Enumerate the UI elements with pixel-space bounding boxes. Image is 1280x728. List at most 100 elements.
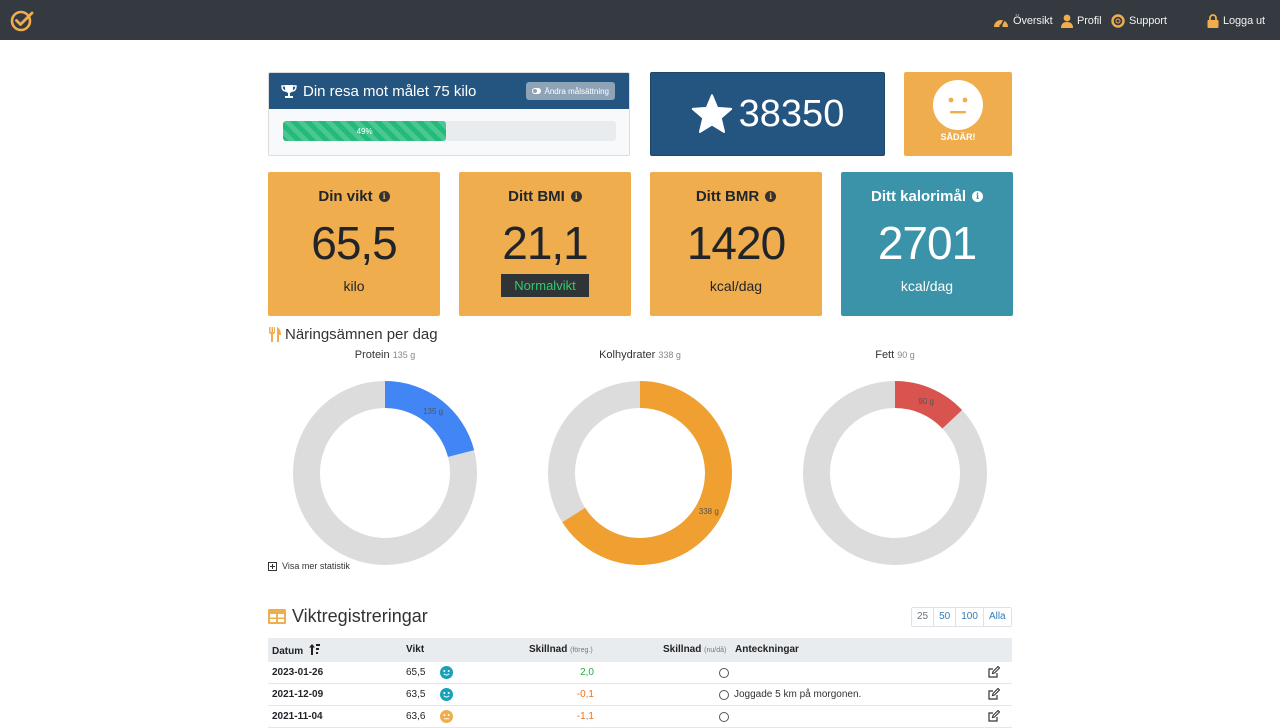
- weights-heading: Viktregistreringar: [268, 606, 428, 627]
- header-diff-now-small: (nu/då): [704, 647, 727, 654]
- page-size-100[interactable]: 100: [955, 608, 983, 626]
- nav-support[interactable]: Support: [1111, 12, 1167, 30]
- info-icon[interactable]: i: [378, 191, 390, 202]
- nav-profil[interactable]: Profil: [1061, 12, 1102, 30]
- bmi-card: Ditt BMI i 21,1 Normalvikt: [459, 172, 631, 316]
- nav-logga-ut[interactable]: Logga ut: [1207, 12, 1265, 30]
- bmr-unit: kcal/dag: [709, 278, 763, 294]
- weight-card-title: Din vikt i: [268, 188, 440, 205]
- row-diff-prev: -1,1: [576, 711, 594, 722]
- happy-face-icon: [440, 666, 453, 679]
- calorie-goal-card: Ditt kalorimål i 2701 kcal/dag: [841, 172, 1013, 316]
- neutral-face-icon: [933, 80, 983, 130]
- weights-table: Datum Vikt Skillnad (föreg.) Skillnad (n…: [268, 638, 1012, 728]
- toggle-icon: [531, 88, 541, 94]
- nav-oversikt[interactable]: Översikt: [993, 12, 1053, 30]
- trophy-icon: [281, 84, 297, 98]
- donut-chart: 338 g: [548, 381, 732, 565]
- change-goal-button[interactable]: Ändra målsättning: [525, 82, 615, 100]
- table-icon: [268, 609, 286, 624]
- nav-logga-ut-label: Logga ut: [1223, 15, 1266, 27]
- goal-header: Din resa mot målet 75 kilo Ändra målsätt…: [269, 73, 629, 109]
- bmr-value: 1420: [686, 217, 786, 269]
- circle-icon: [719, 712, 729, 722]
- donut-name: Kolhydrater: [599, 349, 656, 361]
- bmi-value: 21,1: [502, 217, 589, 269]
- bmi-card-title: Ditt BMI i: [459, 188, 631, 205]
- donut-slice[interactable]: [895, 381, 963, 429]
- row-date: 2023-01-26: [272, 667, 324, 678]
- donut-slice-label: 135 g: [423, 407, 443, 416]
- bmi-status-badge: Normalvikt: [501, 274, 589, 297]
- change-goal-label: Ändra målsättning: [544, 86, 609, 96]
- edit-icon[interactable]: [988, 709, 1001, 725]
- weight-card: Din vikt i 65,5 kilo: [268, 172, 440, 316]
- more-stats-label: Visa mer statistik: [282, 561, 350, 571]
- circle-icon: [719, 690, 729, 700]
- carbs-donut-label: Kolhydrater 338 g: [523, 349, 757, 361]
- page-size-25[interactable]: 25: [917, 611, 929, 622]
- nav-profil-label: Profil: [1077, 15, 1102, 27]
- edit-icon[interactable]: [988, 665, 1001, 681]
- page-size-50[interactable]: 50: [933, 608, 955, 626]
- row-diff-prev: -0,1: [576, 689, 594, 700]
- edit-icon[interactable]: [988, 687, 1001, 703]
- info-icon[interactable]: i: [570, 191, 582, 202]
- lifebuoy-icon: [1111, 14, 1125, 28]
- lock-icon: [1207, 14, 1219, 28]
- bmi-title-text: Ditt BMI: [508, 188, 565, 205]
- dashboard-icon: [994, 19, 1008, 28]
- header-date-label: Datum: [272, 646, 304, 657]
- weights-title: Viktregistreringar: [292, 606, 428, 626]
- donut-chart: 90 g: [803, 381, 987, 565]
- donut-amount: 90 g: [897, 350, 915, 360]
- donut-slice-label: 90 g: [918, 397, 934, 406]
- row-diff-prev: 2,0: [580, 667, 594, 678]
- donut-amount: 135 g: [392, 350, 416, 360]
- header-date[interactable]: Datum: [272, 644, 321, 657]
- donut-name: Fett: [875, 349, 895, 361]
- check-circle-logo-icon[interactable]: [10, 9, 34, 33]
- header-notes: Anteckningar: [735, 644, 799, 655]
- plus-square-icon: [268, 561, 277, 571]
- goal-progress-label: 49%: [356, 126, 373, 136]
- circle-icon: [719, 668, 729, 678]
- fat-donut-label: Fett 90 g: [778, 349, 1012, 361]
- info-icon[interactable]: i: [972, 191, 984, 202]
- row-weight: 65,5: [406, 667, 426, 678]
- mood-label: SÅDÄR!: [940, 132, 976, 142]
- weight-value: 65,5: [311, 217, 398, 269]
- protein-donut-label: Protein 135 g: [268, 349, 502, 361]
- donut-amount: 338 g: [658, 350, 681, 360]
- table-body: 2023-01-26 65,5 2,0 2021-12-09 63,5 -0,1 Jogga…: [268, 662, 1012, 728]
- calorie-goal-unit: kcal/dag: [900, 278, 954, 294]
- weight-unit: kilo: [343, 278, 365, 294]
- donut-slice[interactable]: [562, 381, 732, 565]
- star-icon: [691, 94, 732, 133]
- mood-card: SÅDÄR!: [904, 72, 1012, 156]
- goal-title: Din resa mot målet 75 kilo: [303, 82, 477, 100]
- donut-name: Protein: [354, 349, 390, 361]
- user-icon: [1061, 14, 1073, 28]
- more-stats-link[interactable]: Visa mer statistik: [268, 561, 350, 571]
- header-weight: Vikt: [406, 644, 425, 655]
- goal-card: Din resa mot målet 75 kilo Ändra målsätt…: [268, 72, 630, 156]
- top-navbar: Översikt Profil Support Logga ut: [0, 0, 1280, 40]
- neutral-face-icon: [440, 710, 453, 723]
- row-weight: 63,5: [406, 689, 426, 700]
- table-row[interactable]: 2023-01-26 65,5 2,0: [268, 662, 1012, 684]
- donut-slice-label: 338 g: [699, 507, 719, 516]
- weight-title-text: Din vikt: [318, 188, 373, 205]
- carbs-donut: Kolhydrater 338 g 338 g: [523, 348, 757, 568]
- donut-slice[interactable]: [385, 381, 475, 457]
- table-row[interactable]: 2021-11-04 63,6 -1,1: [268, 706, 1012, 728]
- row-date: 2021-11-04: [272, 711, 323, 722]
- table-row[interactable]: 2021-12-09 63,5 -0,1 Joggade 5 km på morgon…: [268, 684, 1012, 706]
- info-icon[interactable]: i: [765, 191, 777, 202]
- bmr-card: Ditt BMR i 1420 kcal/dag: [650, 172, 822, 316]
- points-value: 38350: [738, 92, 845, 135]
- page-size-all[interactable]: Alla: [982, 608, 1011, 626]
- goal-progress: 49%: [283, 121, 616, 141]
- page-size-selector: 25 50 100 Alla: [911, 607, 1012, 627]
- fork-knife-icon: [269, 327, 281, 342]
